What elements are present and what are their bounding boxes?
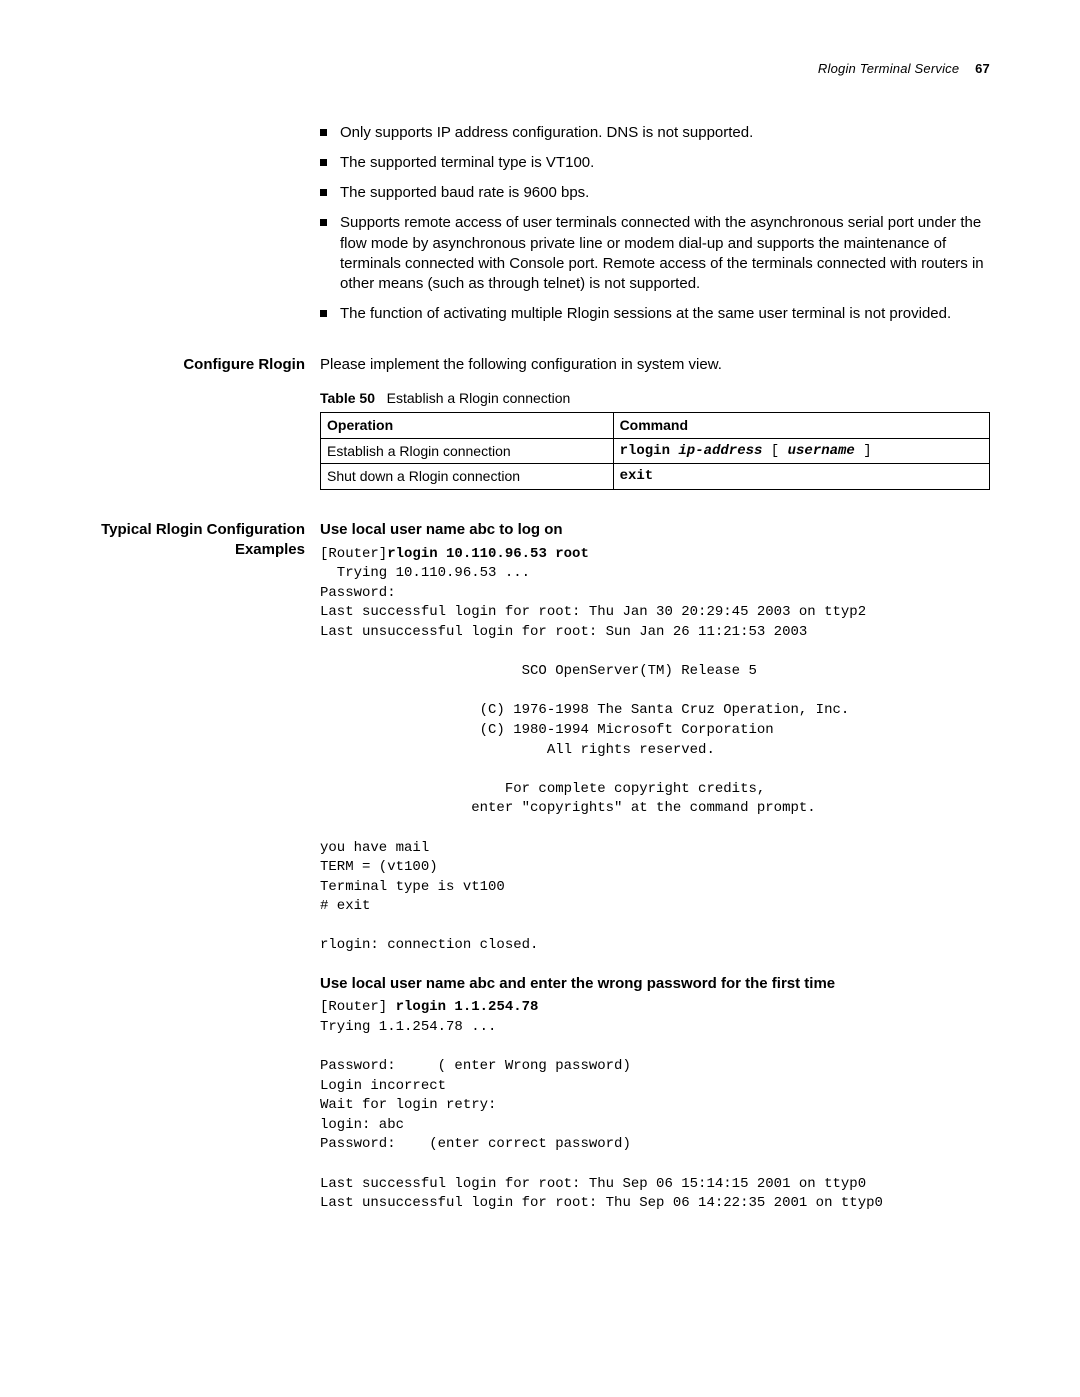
bullet-text: Only supports IP address configuration. … [340,124,753,141]
cmd-keyword: rlogin [620,443,670,459]
bullet-text: The supported baud rate is 9600 bps. [340,184,589,201]
table-row: Establish a Rlogin connection rlogin ip-… [321,438,990,464]
bullet-item: The supported terminal type is VT100. [320,153,990,173]
bullet-item: The function of activating multiple Rlog… [320,304,990,324]
section-body: Use local user name abc to log on [Route… [320,520,990,1214]
bullet-text: Supports remote access of user terminals… [340,214,984,292]
table-caption: Table 50 Establish a Rlogin connection [320,389,990,408]
example2-console: [Router] rlogin 1.1.254.78 Trying 1.1.25… [320,998,990,1214]
example1-console: [Router]rlogin 10.110.96.53 root Trying … [320,545,990,956]
example1-title: Use local user name abc to log on [320,520,990,540]
page: Rlogin Terminal Service 67 Only supports… [0,0,1080,1397]
table-title: Establish a Rlogin connection [387,390,571,406]
command-table: Operation Command Establish a Rlogin con… [320,412,990,491]
console-output: Trying 10.110.96.53 ... Password: Last s… [320,565,866,953]
console-output: Trying 1.1.254.78 ... Password: ( enter … [320,1019,883,1211]
table-cell-operation: Establish a Rlogin connection [321,438,614,464]
cmd-keyword: exit [620,468,654,484]
bullet-item: Supports remote access of user terminals… [320,213,990,294]
table-row: Shut down a Rlogin connection exit [321,464,990,490]
section-body: Please implement the following configura… [320,355,990,491]
table-cell-command: exit [613,464,989,490]
table-col-command: Command [613,412,989,438]
cmd-literal: [ [762,443,787,459]
bullet-text: The function of activating multiple Rlog… [340,305,951,322]
console-command: rlogin 10.110.96.53 root [387,546,589,562]
cmd-literal: ] [855,443,872,459]
table-header-row: Operation Command [321,412,990,438]
console-prompt: [Router] [320,546,387,562]
cmd-arg: username [788,443,855,459]
configure-intro: Please implement the following configura… [320,355,990,375]
bullet-item: Only supports IP address configuration. … [320,123,990,143]
running-header: Rlogin Terminal Service 67 [90,60,990,78]
cmd-arg: ip-address [678,443,762,459]
console-prompt: [Router] [320,999,396,1015]
table-label: Table 50 [320,390,375,406]
example2-title: Use local user name abc and enter the wr… [320,974,990,994]
table-cell-command: rlogin ip-address [ username ] [613,438,989,464]
section-examples: Typical Rlogin Configuration Examples Us… [320,520,990,1214]
page-number: 67 [975,61,990,76]
section-configure-rlogin: Configure Rlogin Please implement the fo… [320,355,990,491]
bullet-text: The supported terminal type is VT100. [340,154,594,171]
console-command: rlogin 1.1.254.78 [396,999,539,1015]
feature-bullet-list: Only supports IP address configuration. … [320,123,990,325]
running-header-title: Rlogin Terminal Service [818,61,959,76]
bullet-item: The supported baud rate is 9600 bps. [320,183,990,203]
side-heading-examples: Typical Rlogin Configuration Examples [90,520,305,559]
table-cell-operation: Shut down a Rlogin connection [321,464,614,490]
side-heading-configure: Configure Rlogin [90,355,305,375]
table-col-operation: Operation [321,412,614,438]
content-column: Only supports IP address configuration. … [320,123,990,1214]
